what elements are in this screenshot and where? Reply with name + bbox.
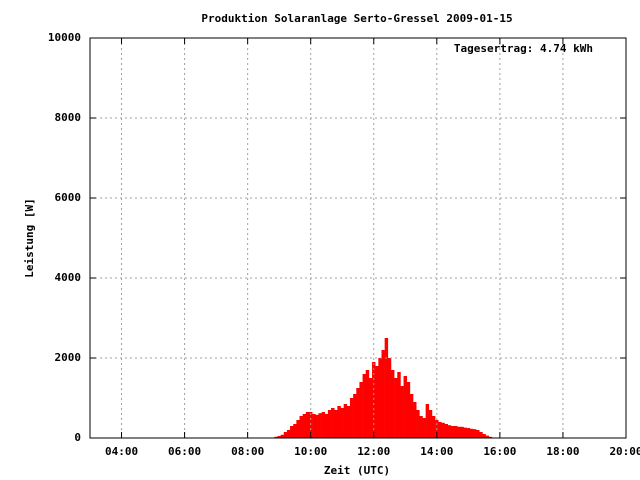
y-tick-label: 2000 bbox=[55, 351, 82, 364]
y-axis-label: Leistung [W] bbox=[23, 198, 36, 277]
y-tick-label: 10000 bbox=[48, 31, 81, 44]
x-tick-label: 20:00 bbox=[609, 445, 640, 458]
x-tick-label: 18:00 bbox=[546, 445, 579, 458]
y-tick-label: 4000 bbox=[55, 271, 82, 284]
y-tick-label: 6000 bbox=[55, 191, 82, 204]
y-tick-label: 8000 bbox=[55, 111, 82, 124]
plot-frame bbox=[89, 37, 627, 439]
x-tick-label: 14:00 bbox=[420, 445, 453, 458]
x-tick-label: 10:00 bbox=[294, 445, 327, 458]
x-axis-label: Zeit (UTC) bbox=[324, 464, 390, 477]
x-tick-label: 04:00 bbox=[105, 445, 138, 458]
x-tick-label: 12:00 bbox=[357, 445, 390, 458]
annotation: Tagesertrag: 4.74 kWh bbox=[454, 42, 593, 55]
y-tick-label: 0 bbox=[74, 431, 81, 444]
x-tick-label: 16:00 bbox=[483, 445, 516, 458]
chart-title: Produktion Solaranlage Serto-Gressel 200… bbox=[201, 12, 512, 25]
x-tick-label: 06:00 bbox=[168, 445, 201, 458]
x-tick-label: 08:00 bbox=[231, 445, 264, 458]
